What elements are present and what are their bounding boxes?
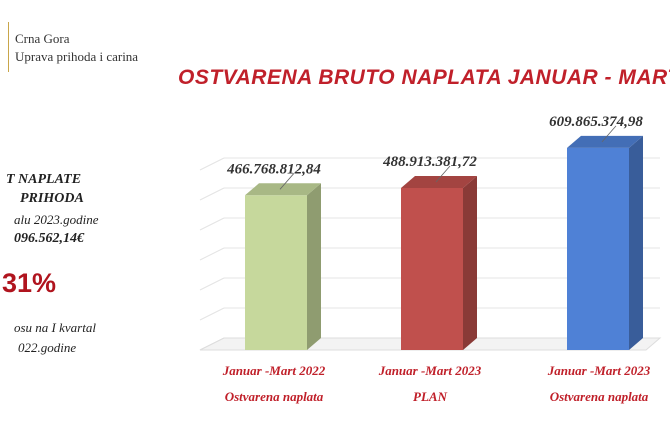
org-line-1: Crna Gora xyxy=(15,31,70,46)
category-label: Januar -Mart 2023 xyxy=(547,363,651,378)
gridline-depth xyxy=(199,157,225,171)
org-line-2: Uprava prihoda i carina xyxy=(15,49,139,64)
value-label: 609.865.374,98 xyxy=(549,114,643,130)
side-heading-line-1: T NAPLATE xyxy=(6,172,82,187)
bar-side xyxy=(307,183,321,350)
category-label: Ostvarena naplata xyxy=(225,389,324,404)
side-text-comparison: osu na I kvartal xyxy=(14,320,96,335)
side-text-year: 022.godine xyxy=(18,340,77,355)
gridline-depth xyxy=(199,217,225,231)
chart-title: OSTVARENA BRUTO NAPLATA JANUAR - MART xyxy=(178,66,670,89)
gridline-depth xyxy=(199,247,225,261)
side-amount: 096.562,14€ xyxy=(14,231,84,246)
bar xyxy=(245,195,307,350)
gridline-depth xyxy=(199,277,225,291)
side-text-period: alu 2023.godine xyxy=(14,212,99,227)
bar-top xyxy=(401,175,477,188)
value-leader-line xyxy=(435,165,451,183)
header-divider xyxy=(8,22,9,72)
value-label: 488.913.381,72 xyxy=(382,154,477,170)
growth-percent: 31% xyxy=(2,268,57,298)
category-label: Januar -Mart 2023 xyxy=(378,363,482,378)
gridline-depth xyxy=(199,187,225,201)
value-label: 466.768.812,84 xyxy=(226,161,321,177)
bar xyxy=(567,147,629,350)
bar-top xyxy=(567,135,643,148)
category-label: Ostvarena naplata xyxy=(550,389,649,404)
organization-name: Crna Gora Uprava prihoda i carina xyxy=(15,30,138,66)
category-label: Januar -Mart 2022 xyxy=(222,363,326,378)
gridline-depth xyxy=(199,307,225,321)
bar-side xyxy=(463,175,477,350)
bar-side xyxy=(629,135,643,350)
bar-top xyxy=(245,183,321,196)
category-label: PLAN xyxy=(413,389,448,404)
bar xyxy=(401,187,463,350)
value-leader-line xyxy=(601,125,617,143)
side-heading-line-2: PRIHODA xyxy=(20,191,84,206)
value-leader-line xyxy=(279,173,295,190)
